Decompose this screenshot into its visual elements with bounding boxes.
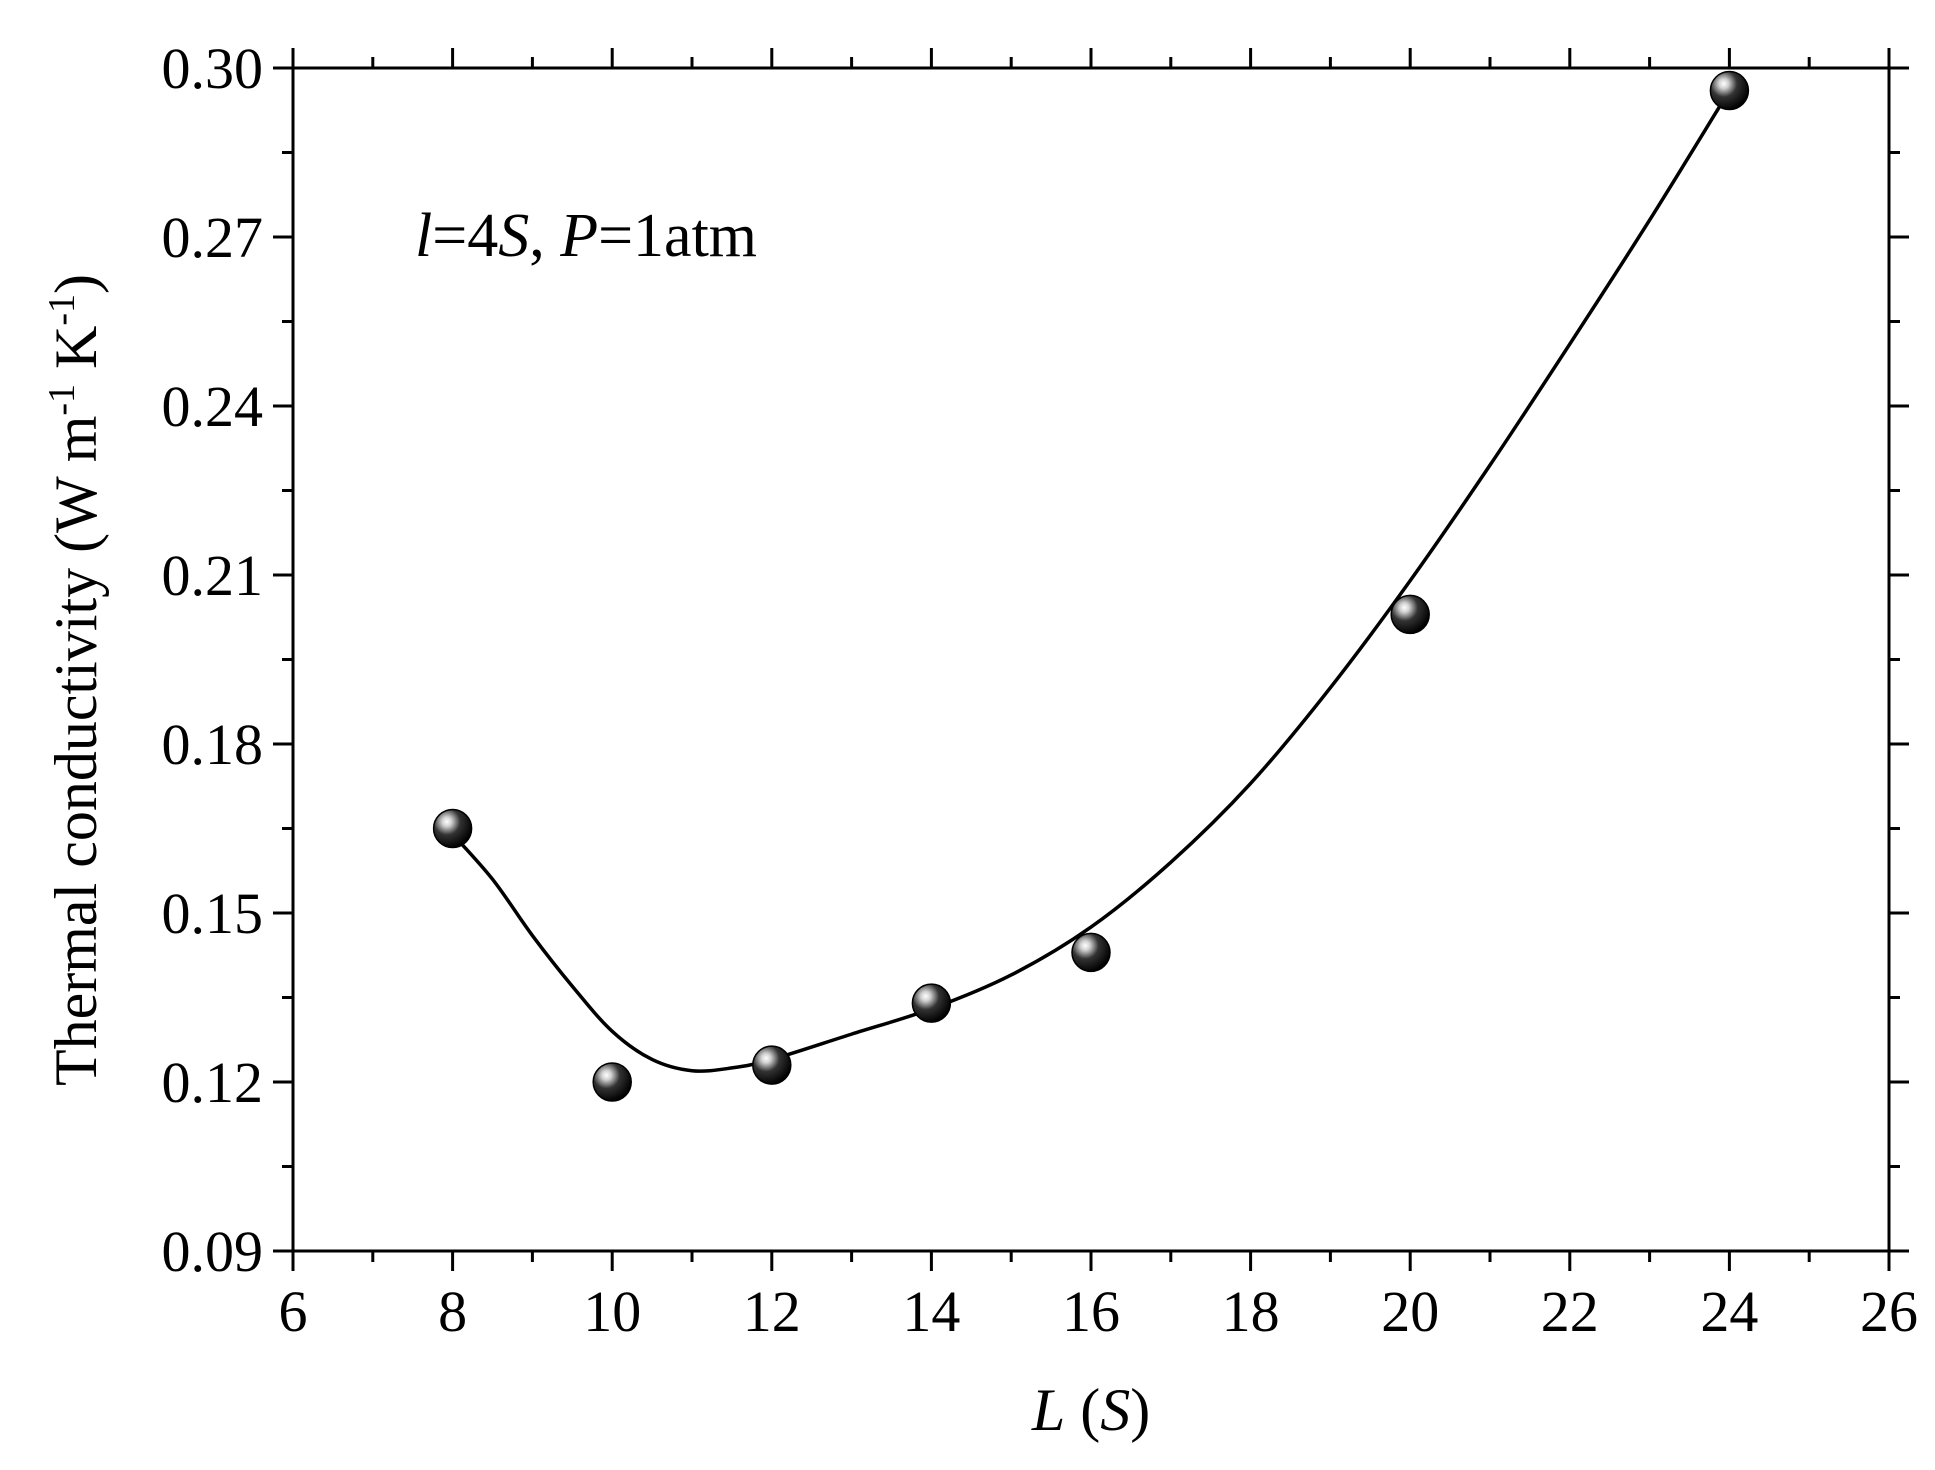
x-tick-label: 18 <box>1222 1279 1280 1344</box>
x-tick-label: 8 <box>438 1279 467 1344</box>
y-axis-ticks <box>273 66 1909 1253</box>
fit-curve <box>451 89 1731 1073</box>
y-tick-label: 0.18 <box>162 712 264 777</box>
x-tick-label: 24 <box>1700 1279 1758 1344</box>
y-tick-label: 0.12 <box>162 1050 264 1115</box>
y-tick-label: 0.21 <box>162 543 264 608</box>
data-point <box>432 808 473 849</box>
y-axis-title: Thermal conductivity (W m-1 K-1) <box>41 274 109 1086</box>
y-axis-title-sup2: -1 <box>41 294 83 326</box>
data-point <box>752 1045 792 1085</box>
y-tick-label: 0.09 <box>162 1219 264 1284</box>
y-axis-title-close: ) <box>43 274 109 294</box>
y-tick-label: 0.27 <box>162 205 264 270</box>
y-axis-title-mid: K <box>43 326 109 384</box>
data-point <box>911 983 952 1023</box>
data-point <box>1390 594 1430 635</box>
data-point <box>1071 932 1111 973</box>
annotation-var-l: l <box>415 202 432 270</box>
annotation-text-3: =1atm <box>598 202 757 270</box>
x-axis-title-unit: S <box>1100 1377 1130 1443</box>
x-axis-tick-labels: 6 8 10 12 14 16 18 20 22 24 26 <box>279 1279 1919 1344</box>
x-axis-title-open: ( <box>1065 1377 1100 1443</box>
y-tick-label: 0.15 <box>162 881 264 946</box>
data-points <box>432 70 1750 1102</box>
annotation-var-s: S <box>498 202 529 270</box>
x-tick-label: 26 <box>1860 1279 1918 1344</box>
y-axis-tick-labels: 0.09 0.12 0.15 0.18 0.21 0.24 0.27 0.30 <box>162 36 264 1284</box>
annotation-text-2: , <box>529 202 560 270</box>
x-tick-label: 22 <box>1541 1279 1599 1344</box>
annotation-text-1: =4 <box>432 202 498 270</box>
y-axis-title-sup1: -1 <box>41 384 83 416</box>
annotation: l=4S, P=1atm <box>415 202 757 270</box>
x-axis-title-var: L <box>1031 1377 1065 1443</box>
x-axis-title-close: ) <box>1130 1377 1150 1443</box>
y-tick-label: 0.30 <box>162 36 264 101</box>
x-tick-label: 16 <box>1062 1279 1120 1344</box>
y-axis-title-main: Thermal conductivity (W m <box>43 416 109 1086</box>
y-tick-label: 0.24 <box>162 374 264 439</box>
x-tick-label: 10 <box>583 1279 641 1344</box>
x-tick-label: 12 <box>743 1279 801 1344</box>
x-tick-label: 20 <box>1381 1279 1439 1344</box>
x-axis-title: L (S) <box>1031 1377 1150 1443</box>
x-axis-ticks <box>291 48 1891 1271</box>
x-tick-label: 14 <box>902 1279 960 1344</box>
annotation-var-p: P <box>559 202 598 270</box>
data-point <box>592 1062 632 1102</box>
data-point <box>1709 70 1750 111</box>
x-tick-label: 6 <box>279 1279 308 1344</box>
